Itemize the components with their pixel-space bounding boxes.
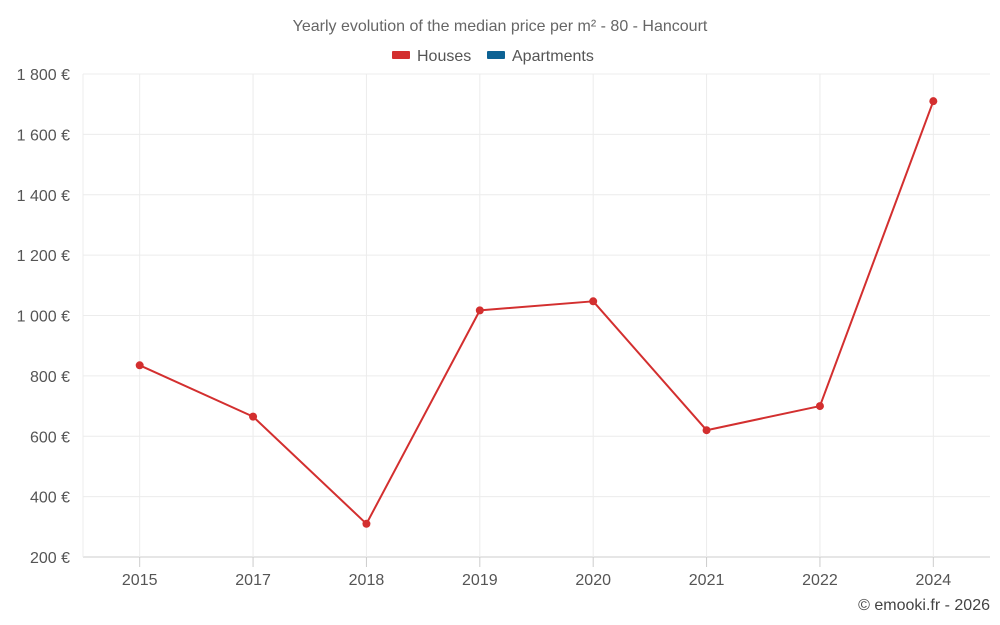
x-tick-label: 2018	[349, 572, 385, 589]
legend-item-houses[interactable]: Houses	[392, 48, 471, 65]
legend-label-houses: Houses	[417, 48, 471, 65]
y-tick-label: 600 €	[30, 429, 70, 446]
series-line-houses	[139, 100, 935, 525]
data-point-houses[interactable]	[815, 402, 824, 411]
data-point-houses[interactable]	[929, 97, 938, 106]
legend-item-apartments[interactable]: Apartments	[487, 48, 594, 65]
x-axis: 2015 2017 2018 2019 2020 2021 2022 2024	[122, 557, 951, 589]
x-tick-label: 2021	[689, 572, 725, 589]
legend-swatch-houses	[392, 51, 410, 59]
x-tick-label: 2020	[575, 572, 611, 589]
legend: Houses Apartments	[392, 48, 594, 65]
y-tick-label: 1 200 €	[17, 248, 70, 265]
legend-swatch-apartments	[487, 51, 505, 59]
data-point-houses[interactable]	[589, 297, 598, 306]
x-tick-label: 2022	[802, 572, 838, 589]
data-point-houses[interactable]	[475, 306, 484, 315]
credit-text: © emooki.fr - 2026	[858, 597, 990, 614]
x-tick-label: 2017	[235, 572, 271, 589]
y-tick-label: 400 €	[30, 490, 70, 507]
y-tick-label: 1 000 €	[17, 309, 70, 326]
y-tick-label: 1 600 €	[17, 127, 70, 144]
chart-title: Yearly evolution of the median price per…	[293, 18, 708, 35]
gridlines	[82, 73, 990, 558]
y-tick-label: 800 €	[30, 369, 70, 386]
x-tick-label: 2019	[462, 572, 498, 589]
series-houses	[135, 97, 938, 528]
y-axis: 200 € 400 € 600 € 800 € 1 000 € 1 200 € 1 400 …	[17, 67, 70, 567]
x-tick-label: 2015	[122, 572, 158, 589]
y-tick-label: 200 €	[30, 550, 70, 567]
y-tick-label: 1 400 €	[17, 188, 70, 205]
legend-label-apartments: Apartments	[512, 48, 594, 65]
data-point-houses[interactable]	[702, 426, 711, 435]
data-point-houses[interactable]	[362, 519, 371, 528]
y-tick-label: 1 800 €	[17, 67, 70, 84]
x-tick-label: 2024	[916, 572, 952, 589]
data-point-houses[interactable]	[249, 412, 258, 421]
data-point-houses[interactable]	[135, 361, 144, 370]
